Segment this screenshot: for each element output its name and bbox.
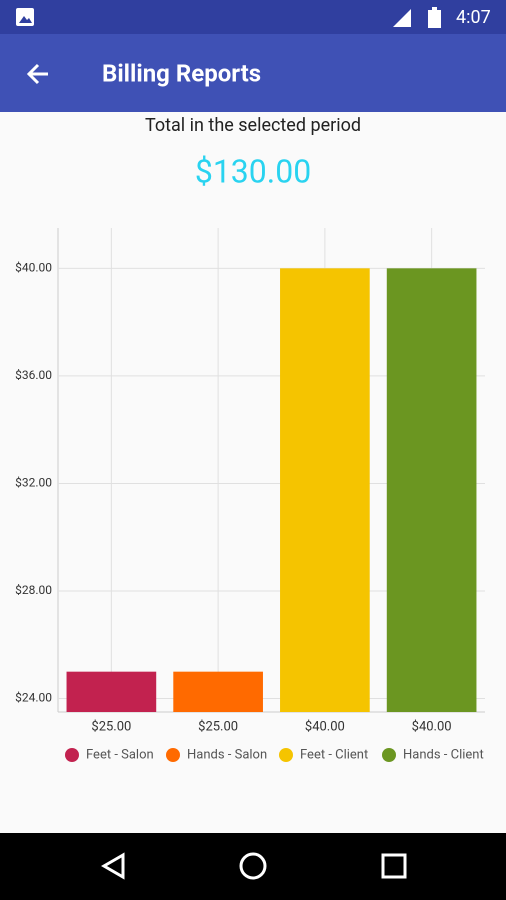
- total-value: $130.00: [195, 152, 311, 190]
- nav-bar: [0, 833, 506, 900]
- battery-icon: [428, 10, 441, 28]
- y-tick-label: $40.00: [15, 261, 52, 275]
- legend-marker: [279, 748, 293, 762]
- value-label: $40.00: [412, 719, 452, 734]
- value-label: $25.00: [198, 719, 238, 734]
- bar: [66, 671, 157, 712]
- legend-marker: [166, 748, 180, 762]
- nav-recents[interactable]: [381, 853, 407, 879]
- battery-cap: [432, 7, 437, 10]
- y-tick-label: $28.00: [15, 583, 52, 597]
- legend-label: Hands - Client: [403, 747, 484, 762]
- bar: [173, 671, 263, 712]
- total-label: Total in the selected period: [145, 115, 361, 136]
- app-title: Billing Reports: [102, 59, 261, 87]
- y-tick-label: $36.00: [15, 368, 52, 382]
- notification-icon: [16, 8, 34, 26]
- legend-marker: [382, 748, 396, 762]
- image-glyph: [19, 16, 32, 23]
- value-label: $25.00: [91, 719, 131, 734]
- bar: [386, 268, 477, 712]
- status-time: 4:07: [456, 7, 491, 28]
- nav-home[interactable]: [239, 852, 267, 880]
- bar: [280, 268, 370, 712]
- y-tick-label: $24.00: [15, 691, 52, 705]
- back-button[interactable]: [26, 63, 48, 85]
- legend-label: Hands - Salon: [187, 747, 267, 762]
- chart: $24.00 $28.00 $32.00 $36.00 $40.00 $25.00 Feet…: [15, 228, 485, 762]
- nav-back[interactable]: [101, 852, 125, 880]
- legend-marker: [65, 748, 79, 762]
- status-bar: [0, 0, 506, 34]
- legend-label: Feet - Client: [300, 747, 368, 762]
- app-bar: [0, 34, 506, 112]
- signal-icon: [393, 9, 411, 27]
- legend-label: Feet - Salon: [86, 747, 154, 762]
- value-label: $40.00: [305, 719, 345, 734]
- y-tick-label: $32.00: [15, 476, 52, 490]
